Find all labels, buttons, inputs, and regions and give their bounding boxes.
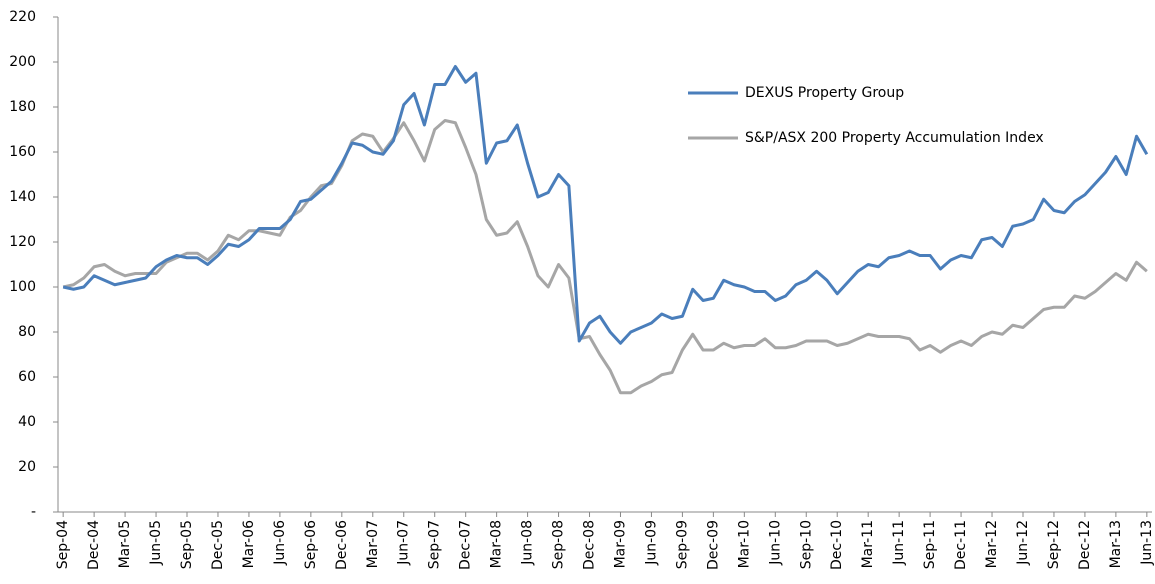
x-tick-label: Mar-05 xyxy=(117,520,133,568)
x-tick-label: Jun-08 xyxy=(520,520,536,566)
legend-label: DEXUS Property Group xyxy=(745,85,904,101)
y-tick-label: 160 xyxy=(9,144,36,160)
x-tick-label: Sep-12 xyxy=(1046,520,1062,569)
x-tick-label: Mar-06 xyxy=(241,520,257,568)
x-tick-label: Jun-10 xyxy=(767,520,783,566)
x-tick-label: Dec-05 xyxy=(210,520,226,570)
x-tick-label: Dec-07 xyxy=(458,520,474,570)
y-tick-label: 200 xyxy=(9,54,36,70)
y-tick-label: - xyxy=(31,504,36,520)
x-tick-label: Jun-06 xyxy=(272,520,288,566)
x-tick-label: Mar-07 xyxy=(365,520,381,568)
x-tick-label: Sep-10 xyxy=(798,520,814,569)
x-tick-label: Dec-04 xyxy=(86,520,102,570)
x-tick-label: Sep-08 xyxy=(551,520,567,569)
y-tick-label: 220 xyxy=(9,9,36,25)
series-line xyxy=(62,65,1149,345)
x-tick-label: Jun-13 xyxy=(1139,520,1155,566)
x-tick-label: Dec-12 xyxy=(1077,520,1093,570)
y-tick-label: 80 xyxy=(18,324,36,340)
x-tick-label: Mar-08 xyxy=(489,520,505,568)
x-tick-label: Jun-11 xyxy=(891,520,907,566)
x-tick-label: Dec-09 xyxy=(705,520,721,570)
legend-label: S&P/ASX 200 Property Accumulation Index xyxy=(745,130,1044,146)
x-tick-label: Dec-10 xyxy=(829,520,845,570)
y-tick-label: 60 xyxy=(18,369,36,385)
x-tick-label: Sep-06 xyxy=(303,520,319,569)
x-tick-label: Mar-12 xyxy=(984,520,1000,568)
y-tick-label: 140 xyxy=(9,189,36,205)
x-tick-label: Mar-09 xyxy=(612,520,628,568)
x-tick-label: Sep-05 xyxy=(179,520,195,569)
x-tick-label: Dec-06 xyxy=(334,520,350,570)
x-tick-label: Dec-11 xyxy=(953,520,969,570)
x-tick-label: Sep-04 xyxy=(55,520,71,569)
x-tick-label: Jun-07 xyxy=(396,520,412,566)
x-tick-label: Mar-13 xyxy=(1108,520,1124,568)
y-tick-label: 40 xyxy=(18,414,36,430)
y-tick-label: 180 xyxy=(9,99,36,115)
y-tick-label: 100 xyxy=(9,279,36,295)
x-tick-label: Sep-11 xyxy=(922,520,938,569)
x-tick-label: Sep-07 xyxy=(427,520,443,569)
x-tick-label: Jun-12 xyxy=(1015,520,1031,566)
x-tick-label: Sep-09 xyxy=(674,520,690,569)
y-tick-label: 120 xyxy=(9,234,36,250)
x-tick-label: Jun-05 xyxy=(148,520,164,566)
x-tick-label: Jun-09 xyxy=(643,520,659,566)
series-line xyxy=(62,119,1148,395)
y-tick-label: 20 xyxy=(18,459,36,475)
x-tick-label: Dec-08 xyxy=(582,520,598,570)
x-tick-label: Mar-11 xyxy=(860,520,876,568)
x-tick-label: Mar-10 xyxy=(736,520,752,568)
